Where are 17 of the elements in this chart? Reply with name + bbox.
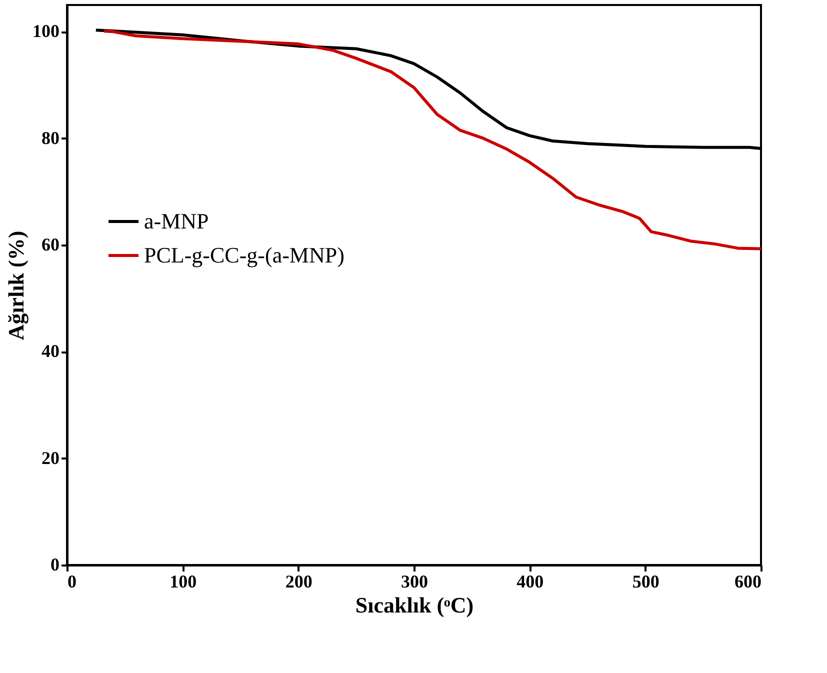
legend-label: PCL-g-CC-g-(a-MNP) — [144, 242, 344, 268]
y-tick-label: 0 — [50, 554, 60, 574]
y-axis-title: Ağırlık (%) — [4, 230, 28, 340]
x-tick-label: 100 — [170, 572, 197, 592]
x-tick-label: 500 — [632, 572, 660, 592]
y-tick-label: 60 — [42, 234, 60, 254]
x-tick-label: 200 — [285, 572, 312, 592]
x-tick-label: 300 — [401, 572, 428, 592]
y-tick-label: 100 — [32, 21, 60, 42]
y-tick-label: 40 — [42, 341, 60, 362]
legend-label: a-MNP — [144, 208, 209, 234]
y-tick-label: 80 — [42, 128, 60, 148]
y-tick-label: 20 — [42, 448, 60, 468]
x-tick-label: 0 — [68, 572, 76, 592]
x-tick-label: 600 — [734, 572, 762, 592]
x-axis-title: Sıcaklık (ᵒC) — [355, 592, 474, 618]
x-tick-label: 400 — [516, 572, 544, 592]
